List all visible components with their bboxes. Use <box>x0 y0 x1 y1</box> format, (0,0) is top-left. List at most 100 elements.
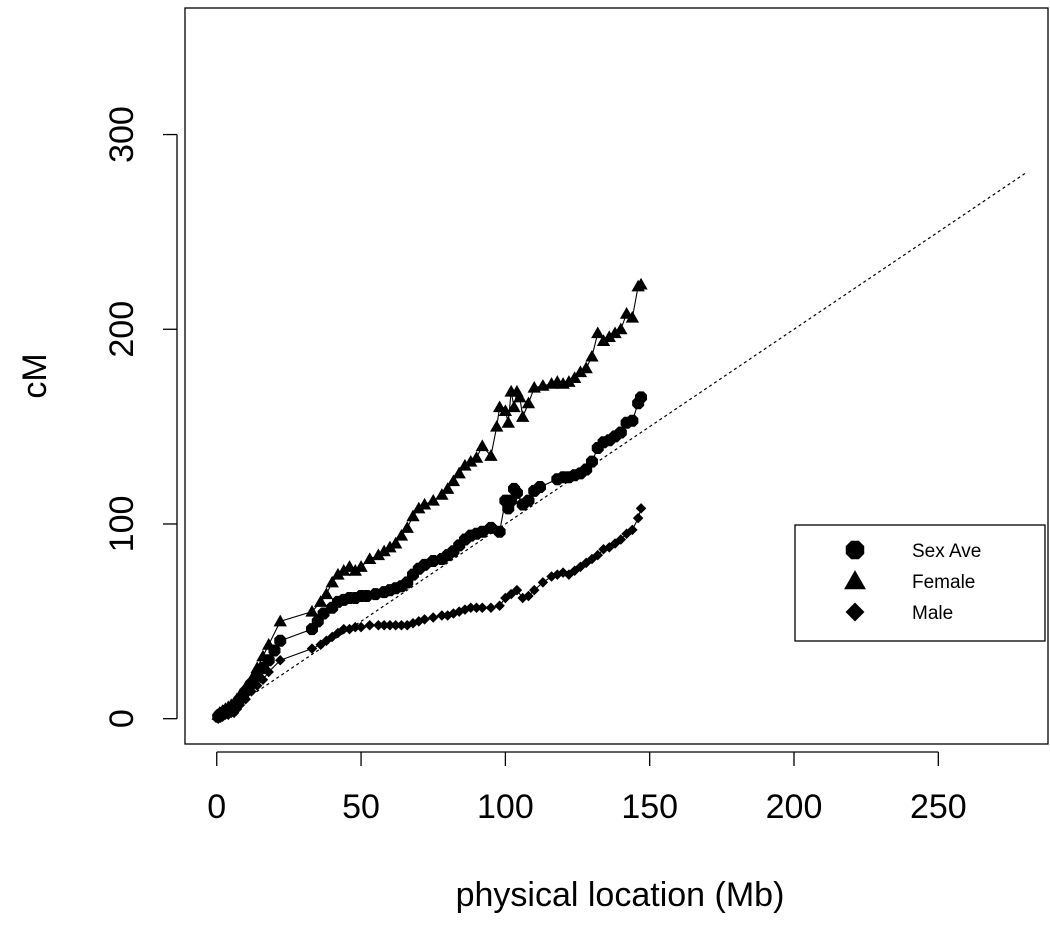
data-point <box>464 455 478 467</box>
x-tick-label: 50 <box>342 788 380 826</box>
data-point <box>389 536 403 549</box>
data-point <box>338 623 349 635</box>
legend-label: Male <box>912 603 953 624</box>
data-point <box>465 602 476 613</box>
data-point <box>626 414 639 427</box>
data-point <box>319 587 334 600</box>
series-sex-ave <box>212 391 648 723</box>
data-point <box>511 584 523 596</box>
data-point <box>596 334 611 346</box>
data-point <box>396 619 407 631</box>
data-point <box>510 486 523 499</box>
data-point <box>350 621 361 633</box>
data-point <box>513 390 527 403</box>
data-point <box>384 619 396 631</box>
data-point <box>614 322 628 335</box>
data-point <box>263 666 274 678</box>
data-point <box>516 410 530 422</box>
y-tick-label: 0 <box>103 709 141 728</box>
data-point <box>325 575 339 588</box>
data-point <box>348 564 362 576</box>
x-axis: 0 50 100 150 200 250 <box>207 751 967 826</box>
data-point <box>394 528 409 541</box>
data-point <box>634 277 648 290</box>
data-point <box>475 439 489 452</box>
y-tick-label: 200 <box>103 301 141 358</box>
data-point <box>383 540 397 553</box>
data-point <box>608 326 622 339</box>
data-point <box>484 449 498 461</box>
data-point <box>627 524 638 536</box>
data-point <box>507 400 521 413</box>
data-point <box>440 482 455 494</box>
y-tick-label: 300 <box>103 106 141 163</box>
x-tick-label: 100 <box>477 788 534 826</box>
data-point <box>355 621 367 633</box>
data-point <box>614 426 627 439</box>
data-point <box>427 612 439 623</box>
legend-label: Sex Ave <box>912 541 981 562</box>
data-point <box>240 693 251 705</box>
data-point <box>602 330 616 343</box>
data-point <box>274 655 286 666</box>
series-layer <box>211 277 648 724</box>
data-point <box>635 391 648 404</box>
series-male <box>212 503 647 724</box>
data-point <box>400 521 414 533</box>
data-point <box>250 661 264 674</box>
data-point <box>501 416 515 428</box>
plot-frame <box>184 7 1049 745</box>
data-point <box>377 544 391 557</box>
legend-box <box>794 524 1046 642</box>
data-point <box>632 512 644 524</box>
x-tick-label: 250 <box>910 788 967 826</box>
data-point <box>371 548 386 561</box>
data-point <box>306 643 318 654</box>
data-point <box>635 503 647 514</box>
data-point <box>625 310 640 323</box>
data-point <box>452 466 466 479</box>
data-point <box>354 560 368 572</box>
data-point <box>244 673 259 685</box>
data-point <box>522 494 535 507</box>
x-tick-label: 0 <box>207 788 226 826</box>
data-point <box>446 474 461 487</box>
data-point <box>615 534 627 545</box>
data-point <box>485 602 497 613</box>
legend-items: Sex Ave Female Male <box>844 540 981 624</box>
data-point <box>274 634 287 647</box>
data-point <box>331 567 345 580</box>
data-point <box>412 501 426 514</box>
data-point <box>585 349 599 362</box>
data-point <box>317 607 330 620</box>
data-point <box>521 396 536 409</box>
data-point <box>469 451 484 463</box>
data-point <box>435 488 449 500</box>
y-axis: 0 100 200 300 <box>103 106 178 728</box>
legend-label: Female <box>912 572 975 593</box>
data-point <box>534 480 547 493</box>
data-point <box>579 361 593 374</box>
data-point <box>493 525 506 538</box>
data-point <box>591 326 605 339</box>
data-point <box>523 590 534 602</box>
y-tick-label: 100 <box>103 496 141 553</box>
data-point <box>234 699 246 711</box>
legend-marker-octagon <box>845 540 865 560</box>
data-point <box>406 509 420 522</box>
data-point <box>494 600 505 612</box>
data-point <box>305 604 319 617</box>
data-point <box>262 638 276 650</box>
data-point <box>436 610 448 621</box>
data-point <box>251 680 263 691</box>
y-axis-title: cM <box>16 353 54 398</box>
data-point <box>378 619 390 631</box>
series-line <box>217 284 642 716</box>
legend: Sex Ave Female Male <box>794 524 1046 642</box>
data-point <box>337 564 351 576</box>
data-point <box>417 497 432 510</box>
x-axis-title: physical location (Mb) <box>456 876 785 914</box>
data-point <box>573 365 588 378</box>
data-point <box>585 455 598 468</box>
